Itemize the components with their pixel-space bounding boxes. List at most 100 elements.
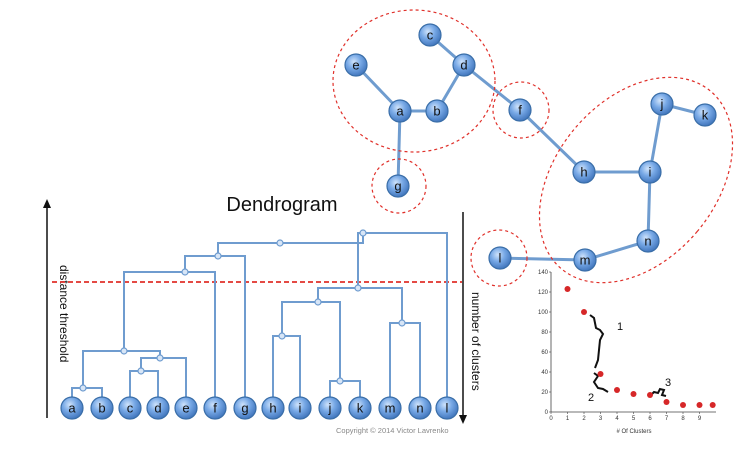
graph-node-a[interactable]: a: [388, 99, 412, 123]
scatter-points: [564, 286, 716, 408]
leaf-node-a[interactable]: a: [60, 396, 84, 420]
graph-node-label: j: [660, 97, 664, 112]
x-tick-label: 6: [648, 416, 652, 422]
x-tick-label: 2: [582, 416, 586, 422]
graph-node-label: l: [499, 251, 502, 266]
leaf-node-f[interactable]: f: [203, 396, 227, 420]
scatter-point: [597, 371, 604, 377]
edge-f-h: [518, 108, 586, 174]
dendrogram-title: Dendrogram: [226, 194, 337, 216]
scatter-point: [614, 387, 620, 393]
graph-node-b[interactable]: b: [425, 99, 449, 123]
graph-node-n[interactable]: n: [636, 229, 660, 253]
leaf-node-j[interactable]: j: [318, 396, 342, 420]
leaf-label: g: [241, 401, 248, 416]
scatter-point: [630, 391, 637, 397]
graph-node-j[interactable]: j: [650, 92, 674, 116]
y-tick-label: 40: [541, 370, 548, 376]
leaf-node-m[interactable]: m: [378, 396, 402, 420]
y-tick-label: 100: [538, 310, 549, 316]
scatter-x-ticks: 0 1 2 3 4 5 6 7 8 9: [549, 412, 702, 422]
scatter-point: [663, 399, 670, 405]
annotation-squiggle-1: [589, 314, 605, 369]
leaf-node-l[interactable]: l: [435, 396, 459, 420]
leaf-node-n[interactable]: n: [408, 396, 432, 420]
leaf-label: h: [269, 401, 276, 416]
x-tick-label: 3: [599, 416, 603, 422]
dendrogram-leaves: a b c d e f g h i j k m n l: [60, 396, 459, 420]
leaf-node-b[interactable]: b: [90, 396, 114, 420]
graph-node-label: e: [352, 58, 359, 73]
graph-node-label: n: [644, 234, 651, 249]
y-tick-label: 20: [541, 390, 548, 396]
x-tick-label: 5: [632, 416, 636, 422]
annotation-squiggle-3: [649, 387, 667, 397]
annotation-label-2: 2: [588, 392, 594, 404]
annotation-label-1: 1: [617, 321, 623, 333]
scatter-inset: 0 20 40 60 80 100 120 140 0 1 2 3 4 5 6 7 8 9 # Of Clust…: [538, 270, 716, 435]
cluster-graph: c d e a b g f h i j k n m l: [332, 9, 734, 287]
graph-node-k[interactable]: k: [693, 103, 717, 127]
leaf-label: a: [68, 401, 76, 416]
cluster-outlines: [332, 9, 734, 287]
scatter-point: [680, 402, 686, 408]
leaf-node-h[interactable]: h: [261, 396, 285, 420]
graph-nodes: c d e a b g f h i j k n m l: [344, 23, 717, 272]
y-tick-label: 140: [538, 270, 549, 276]
graph-node-label: k: [702, 108, 709, 123]
scatter-point: [709, 402, 716, 408]
distance-axis-label: distance threshold: [57, 265, 71, 362]
x-tick-label: 4: [615, 416, 619, 422]
x-tick-label: 9: [698, 416, 702, 422]
y-tick-label: 80: [541, 330, 548, 336]
graph-node-l[interactable]: l: [488, 246, 512, 270]
scatter-point: [696, 402, 703, 408]
leaf-node-i[interactable]: i: [288, 396, 312, 420]
scatter-point: [647, 392, 653, 398]
annotation-squiggle-2: [592, 372, 609, 393]
leaf-node-c[interactable]: c: [118, 396, 142, 420]
edge-d-f: [462, 63, 522, 112]
leaf-node-e[interactable]: e: [174, 396, 198, 420]
leaf-label: b: [98, 401, 105, 416]
graph-node-label: b: [433, 104, 440, 119]
cluster-outline-acde-b: [332, 9, 496, 153]
cluster-outline-f: [492, 81, 550, 139]
graph-node-c[interactable]: c: [418, 23, 442, 47]
graph-node-e[interactable]: e: [344, 53, 368, 77]
graph-node-label: f: [518, 103, 522, 118]
graph-node-label: m: [580, 253, 591, 268]
y-tick-label: 0: [545, 410, 549, 416]
leaf-node-d[interactable]: d: [146, 396, 170, 420]
graph-node-label: g: [394, 179, 401, 194]
graph-node-label: a: [396, 104, 404, 119]
graph-node-f[interactable]: f: [508, 98, 532, 122]
graph-node-i[interactable]: i: [638, 160, 662, 184]
graph-node-h[interactable]: h: [572, 160, 596, 184]
clusters-axis-label: number of clusters: [469, 292, 483, 391]
elbow-annotations: [589, 314, 667, 397]
annotation-label-3: 3: [665, 377, 671, 389]
leaf-label: m: [385, 401, 396, 416]
graph-node-m[interactable]: m: [573, 248, 597, 272]
scatter-y-ticks: 0 20 40 60 80 100 120 140: [538, 270, 551, 416]
leaf-node-g[interactable]: g: [233, 396, 257, 420]
leaf-label: n: [416, 401, 423, 416]
x-tick-label: 7: [665, 416, 669, 422]
leaf-node-k[interactable]: k: [348, 396, 372, 420]
graph-node-d[interactable]: d: [452, 53, 476, 77]
scatter-point: [581, 309, 587, 315]
cluster-outline-l: [470, 229, 528, 287]
cluster-outline-hijkmn: [538, 76, 734, 284]
cluster-outline-g: [371, 158, 427, 214]
graph-node-g[interactable]: g: [386, 174, 410, 198]
dendrogram-links: [71, 232, 448, 408]
graph-node-label: h: [580, 165, 587, 180]
dendrogram: Dendrogram distance threshold number of …: [43, 194, 483, 435]
graph-node-label: d: [460, 58, 467, 73]
scatter-point: [564, 286, 571, 292]
distance-axis-arrow: [43, 199, 51, 418]
leaf-label: c: [127, 401, 134, 416]
scatter-x-label: # Of Clusters: [616, 429, 651, 435]
